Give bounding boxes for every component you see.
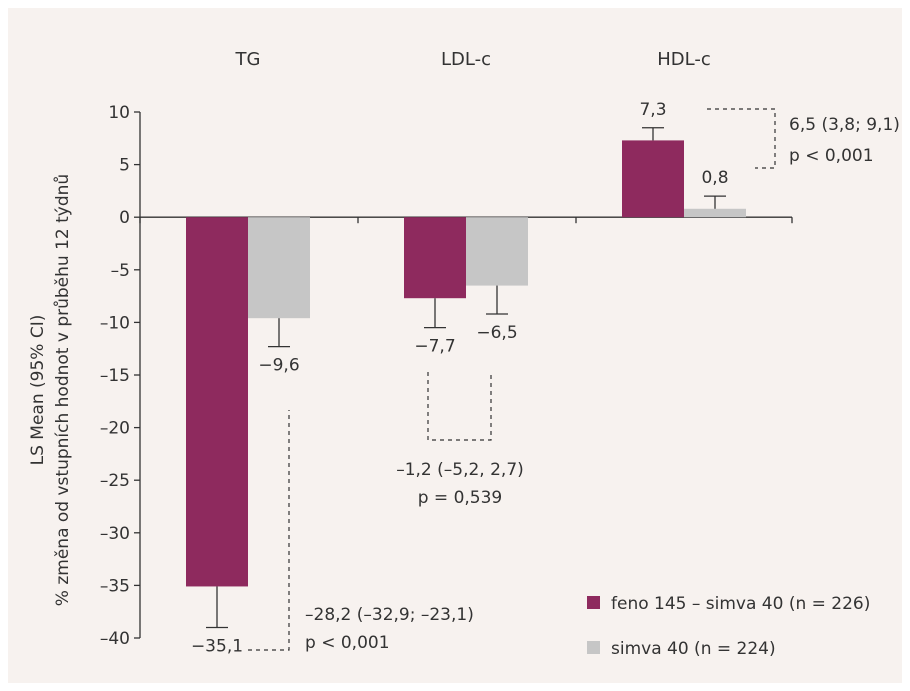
ldl-comparison-bracket [427, 372, 492, 441]
annotation-p-value: p = 0,539 [418, 488, 503, 508]
bar [248, 217, 310, 319]
value-label: −9,6 [258, 356, 299, 376]
tg-comparison-bracket [248, 410, 290, 651]
legend-label-simva: simva 40 (n = 224) [611, 639, 776, 659]
annotation-estimate: –28,2 (–32,9; –23,1) [305, 605, 474, 625]
y-axis-label-line-1: LS Mean (95% CI) [28, 315, 48, 466]
legend-label-feno: feno 145 – simva 40 (n = 226) [611, 594, 870, 614]
y-tick-label: –30 [100, 524, 130, 544]
value-label: −6,5 [476, 323, 517, 343]
comparison-annotations: –28,2 (–32,9; –23,1) p < 0,001 –1,2 (–5,2,… [248, 108, 900, 653]
annotation-p-value: p < 0,001 [789, 146, 874, 166]
annotation-p-value: p < 0,001 [305, 633, 390, 653]
value-labels: −35,1 −7,7 7,3 −9,6 −6,5 0,8 [191, 100, 729, 657]
value-label: −7,7 [414, 337, 455, 357]
y-tick-label: –15 [100, 366, 130, 386]
bar [466, 217, 528, 286]
category-label: LDL-c [441, 49, 491, 70]
bar [404, 217, 466, 299]
bar [622, 140, 684, 218]
legend-swatch-feno [587, 596, 600, 609]
y-tick-label: –10 [100, 313, 130, 333]
legend: feno 145 – simva 40 (n = 226) simva 40 (… [587, 594, 870, 659]
annotation-estimate: 6,5 (3,8; 9,1) [789, 115, 900, 135]
y-tick-label: –20 [100, 419, 130, 439]
y-tick-label: 10 [108, 103, 130, 123]
value-label: −35,1 [191, 636, 243, 656]
category-label: TG [235, 49, 261, 70]
y-axis-label-line-2: % změna od vstupních hodnot v průběhu 12… [53, 174, 73, 606]
bars [186, 140, 746, 587]
y-tick-label: 0 [119, 208, 130, 228]
y-tick-label: –25 [100, 471, 130, 491]
legend-swatch-simva [587, 641, 600, 654]
bar [186, 217, 248, 587]
value-label: 0,8 [701, 168, 728, 188]
error-bars [206, 127, 726, 629]
bar [684, 208, 746, 218]
y-tick-label: –5 [111, 261, 130, 281]
category-label: HDL-c [657, 49, 711, 70]
hdl-comparison-bracket [707, 108, 776, 169]
y-tick-label: –35 [100, 576, 130, 596]
value-label: 7,3 [639, 100, 666, 120]
y-tick-label: 5 [119, 156, 130, 176]
annotation-estimate: –1,2 (–5,2, 2,7) [396, 460, 524, 480]
y-tick-label: –40 [100, 629, 130, 649]
chart-panel [8, 8, 902, 683]
